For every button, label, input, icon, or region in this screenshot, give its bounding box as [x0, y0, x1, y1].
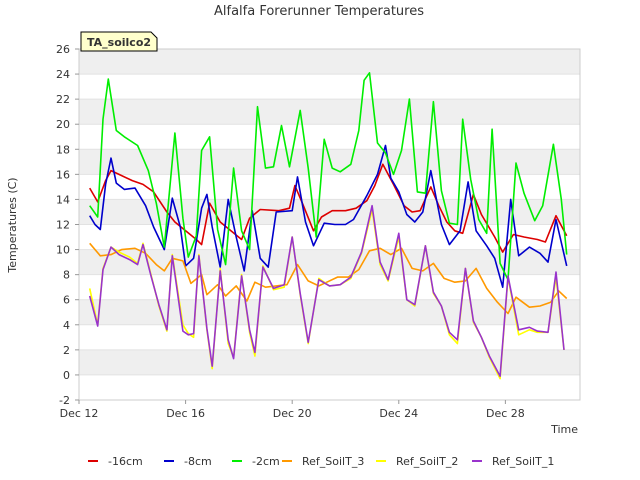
x-tick-label: Dec 20	[273, 407, 312, 420]
legend-label--16cm: -16cm	[108, 455, 143, 468]
series-lines	[88, 72, 568, 380]
y-tick-label: 0	[63, 369, 70, 382]
legend-label-ref-soilt-2: Ref_SoilT_2	[396, 455, 458, 468]
y-tick-label: 14	[56, 193, 70, 206]
y-tick-label: 16	[56, 168, 70, 181]
y-tick-label: 10	[56, 244, 70, 257]
y-tick-label: 12	[56, 219, 70, 232]
legend-label--8cm: -8cm	[184, 455, 212, 468]
site-label: TA_soilco2	[87, 36, 151, 49]
y-tick-label: 18	[56, 143, 70, 156]
x-tick-label: Dec 24	[379, 407, 418, 420]
legend-label-ref-soilt-3: Ref_SoilT_3	[302, 455, 364, 468]
grid-band	[79, 349, 580, 375]
site-label-badge: TA_soilco2	[80, 31, 158, 52]
legend-label--2cm: -2cm	[252, 455, 280, 468]
y-tick-label: 6	[63, 294, 70, 307]
grid-band	[79, 49, 580, 75]
y-axis-label: Temperatures (C)	[6, 177, 19, 273]
y-tick-label: -2	[59, 394, 70, 407]
x-axis: Dec 12 Dec 16 Dec 20 Dec 24 Dec 28	[60, 400, 525, 420]
site-label-box	[80, 31, 158, 52]
series-line-ref-soilt-3	[89, 242, 568, 315]
legend-label-ref-soilt-1: Ref_SoilT_1	[492, 455, 554, 468]
y-tick-label: 8	[63, 269, 70, 282]
grid-bands	[79, 49, 580, 401]
y-tick-label: 26	[56, 43, 70, 56]
x-tick-label: Dec 16	[166, 407, 205, 420]
x-tick-label: Dec 12	[60, 407, 99, 420]
y-tick-label: 24	[56, 68, 70, 81]
grid-band	[79, 299, 580, 325]
series-line--2cm	[89, 72, 568, 281]
grid-band	[79, 99, 580, 125]
grid-band	[79, 149, 580, 175]
y-tick-label: 22	[56, 93, 70, 106]
chart-title: Alfalfa Forerunner Temperatures	[214, 4, 424, 19]
series-line--16cm	[89, 163, 568, 253]
y-tick-label: 4	[63, 319, 70, 332]
y-tick-label: 20	[56, 118, 70, 131]
series-line-ref-soilt-1	[88, 204, 565, 377]
x-axis-label: Time	[550, 423, 578, 436]
x-tick-label: Dec 28	[486, 407, 525, 420]
series-line--8cm	[89, 144, 568, 288]
legend: -16cm -8cm -2cm Ref_SoilT_3 Ref_SoilT_2 Ref_S…	[88, 455, 554, 468]
y-tick-label: 2	[63, 344, 70, 357]
